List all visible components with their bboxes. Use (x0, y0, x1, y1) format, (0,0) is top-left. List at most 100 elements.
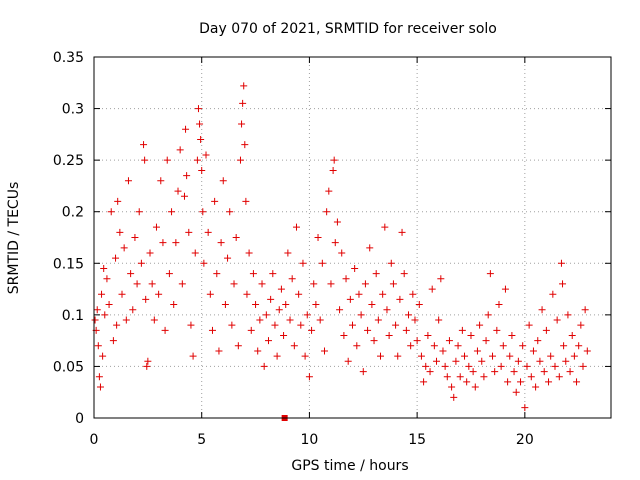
data-point (529, 347, 537, 355)
data-point (292, 223, 300, 231)
data-point (433, 357, 441, 365)
data-point (463, 378, 471, 386)
data-point (95, 373, 103, 381)
data-point (566, 368, 574, 376)
data-point (197, 136, 205, 144)
data-point (299, 259, 307, 267)
data-point (428, 285, 436, 293)
data-point (221, 301, 229, 309)
data-point (176, 146, 184, 154)
data-point (344, 357, 352, 365)
data-point (152, 223, 160, 231)
data-point (517, 378, 525, 386)
axis-ticks (93, 56, 611, 419)
data-point (361, 280, 369, 288)
data-point (262, 311, 270, 319)
y-tick-label: 0.35 (53, 50, 84, 66)
data-point (508, 331, 516, 339)
data-point (267, 295, 275, 303)
data-point (243, 290, 251, 298)
data-point (430, 342, 438, 350)
data-point (258, 280, 266, 288)
data-point (159, 239, 167, 247)
data-point (194, 105, 202, 113)
data-point (452, 357, 460, 365)
data-point (213, 270, 221, 278)
data-point (573, 378, 581, 386)
data-point (232, 234, 240, 241)
data-point (351, 264, 359, 272)
data-point (114, 197, 122, 205)
data-point (407, 342, 415, 350)
data-point (135, 208, 143, 216)
x-tick-label: 20 (516, 432, 534, 448)
data-point (570, 352, 578, 360)
data-point (118, 290, 126, 298)
data-point (249, 270, 257, 278)
data-point (219, 177, 227, 185)
data-point (241, 141, 249, 149)
data-point (273, 352, 281, 360)
y-tick-label: 0.25 (53, 153, 84, 169)
data-point (297, 321, 305, 329)
data-point (172, 239, 180, 247)
data-point (476, 321, 484, 329)
data-point (93, 306, 101, 314)
data-point (230, 280, 238, 288)
data-point (514, 357, 522, 365)
x-tick-label: 5 (197, 432, 206, 448)
data-point (224, 254, 232, 262)
data-point (484, 311, 492, 319)
data-point (256, 316, 264, 324)
data-point (105, 301, 113, 309)
data-point (489, 352, 497, 360)
data-point (465, 362, 473, 370)
data-point (346, 295, 354, 303)
y-axis-label: SRMTID / TECUs (6, 182, 22, 295)
x-tick-label: 15 (408, 432, 426, 448)
data-point (420, 378, 428, 386)
data-point (320, 347, 328, 355)
data-point (116, 228, 124, 236)
data-point (551, 362, 559, 370)
data-point (469, 368, 477, 376)
data-point (228, 321, 236, 329)
data-point (560, 342, 568, 350)
data-point (521, 404, 529, 412)
data-point (385, 331, 393, 339)
data-point (98, 290, 106, 298)
data-point (206, 290, 214, 298)
data-point (443, 373, 451, 381)
data-point (540, 368, 548, 376)
data-point (238, 120, 246, 128)
data-point (547, 352, 555, 360)
data-point (379, 290, 387, 298)
data-point (99, 352, 107, 360)
data-point (275, 306, 283, 314)
data-point (202, 151, 210, 159)
data-point (204, 228, 212, 236)
data-point (211, 197, 219, 205)
y-tick-label: 0.2 (62, 205, 84, 221)
data-point (236, 156, 244, 164)
data-point (200, 259, 208, 267)
data-point (527, 373, 535, 381)
data-point (245, 249, 253, 257)
data-points (91, 82, 591, 421)
data-point (327, 280, 335, 288)
data-point (357, 311, 365, 319)
x-tick-label: 10 (301, 432, 319, 448)
data-point (536, 357, 544, 365)
data-point (368, 301, 376, 309)
data-point (374, 316, 382, 324)
data-point (183, 172, 191, 180)
data-point (473, 347, 481, 355)
data-point (142, 295, 150, 303)
data-point (288, 275, 296, 283)
data-point (396, 295, 404, 303)
data-point (247, 326, 255, 334)
data-point (491, 368, 499, 376)
data-point (557, 259, 565, 267)
y-tick-label: 0.1 (62, 308, 84, 324)
data-point (141, 156, 149, 164)
